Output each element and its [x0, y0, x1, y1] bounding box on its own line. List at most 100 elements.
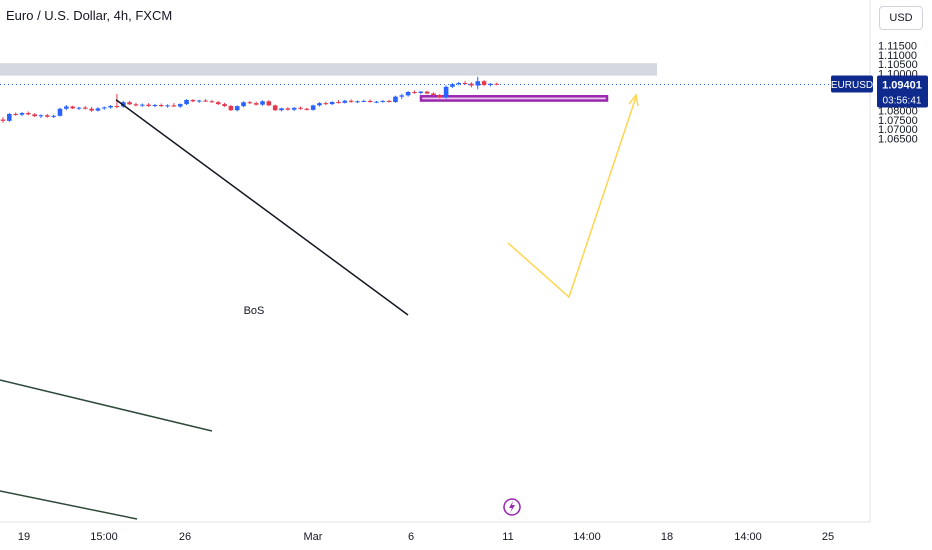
x-tick-label: 15:00 [90, 531, 118, 543]
candle-body [209, 101, 215, 103]
x-tick-label: 14:00 [573, 531, 601, 543]
y-tick-label: 1.10500 [878, 59, 918, 71]
candle-body [431, 93, 436, 95]
symbol-tag-label: EURUSD [831, 80, 873, 91]
candle-body [481, 81, 487, 85]
x-tick-label: 25 [822, 531, 834, 543]
candle-body [336, 102, 341, 104]
candle-body [114, 105, 120, 107]
candle-body [165, 105, 170, 107]
candle-body [133, 104, 139, 106]
candle-body [399, 95, 405, 97]
candle-body [228, 105, 234, 111]
candle-body [51, 115, 56, 117]
candle-body [184, 99, 189, 105]
candle-body [348, 100, 354, 102]
candle-body [367, 100, 373, 103]
candle-body [443, 86, 449, 98]
candle-body [450, 84, 455, 87]
trendline-upper[interactable] [0, 379, 213, 432]
candle-body [374, 101, 379, 103]
x-tick-label: 18 [661, 531, 673, 543]
candle-body [7, 113, 12, 121]
candle-body [82, 107, 88, 109]
candle-body [38, 115, 44, 117]
candle-body [310, 105, 316, 110]
candle-body [45, 115, 50, 117]
candle-body [260, 101, 265, 105]
candle-body [215, 102, 221, 105]
candle-body [323, 103, 329, 105]
candle-body [386, 100, 392, 103]
candle-body [127, 102, 132, 105]
candle-body [380, 100, 386, 102]
candle-body [412, 92, 417, 93]
candle-body [424, 91, 430, 94]
candle-body [196, 100, 202, 102]
x-tick-label: 6 [408, 531, 414, 543]
candle-body [494, 83, 500, 85]
candle-body [64, 106, 69, 109]
y-tick-label: 1.07000 [878, 124, 918, 136]
projection-arrowhead [628, 93, 639, 107]
candle-body [462, 83, 468, 85]
candle-body [285, 108, 291, 110]
candle-body [13, 113, 18, 115]
candle-body [101, 107, 107, 109]
x-tick-label: 11 [502, 531, 513, 543]
candle-body [469, 83, 474, 86]
candle-body [26, 113, 31, 115]
candle-body [158, 105, 164, 107]
last-price-tag [877, 75, 928, 108]
x-tick-label: Mar [304, 531, 323, 543]
candle-body [190, 99, 196, 102]
candle-body [108, 105, 113, 108]
candle-body [89, 108, 94, 111]
candle-body [355, 101, 360, 103]
candle-body [146, 104, 151, 106]
y-tick-label: 1.07500 [878, 115, 918, 127]
candle-body [152, 105, 158, 107]
candle-body [291, 107, 297, 110]
last-price-label: 1.09401 [882, 80, 922, 92]
candle-body [393, 96, 398, 103]
demand-zone[interactable] [419, 95, 609, 102]
x-tick-label: 19 [18, 531, 30, 543]
x-tick-label: 14:00 [734, 531, 762, 543]
trendline-lower[interactable] [0, 490, 138, 520]
candle-body [475, 81, 481, 86]
candle-body [19, 113, 25, 115]
lightning-bolt-icon [509, 501, 515, 513]
candle-body [253, 103, 259, 105]
candle-body [279, 108, 284, 111]
candle-body [405, 92, 411, 96]
candle-body [247, 102, 253, 104]
candle-body [32, 114, 37, 117]
candle-body [272, 105, 278, 111]
candle-body [241, 102, 246, 107]
bos-line[interactable] [115, 99, 409, 316]
candle-body [171, 105, 177, 107]
candle-body [70, 106, 75, 109]
candle-body [488, 83, 493, 85]
projection-path[interactable] [507, 96, 637, 299]
candle-body [456, 83, 462, 85]
lightning-icon[interactable] [503, 498, 521, 516]
candle-body [266, 101, 272, 106]
y-tick-label: 1.08000 [878, 106, 918, 118]
candle-body [317, 103, 322, 106]
candle-body [329, 102, 335, 105]
candle-body [57, 108, 63, 116]
x-tick-label: 26 [179, 531, 191, 543]
candle-body [177, 104, 183, 107]
currency-button[interactable]: USD [879, 6, 923, 30]
candle-body [139, 104, 145, 106]
bos-label: BoS [244, 305, 265, 317]
candle-body [234, 106, 240, 111]
countdown-label: 03:56:41 [883, 96, 922, 107]
candle-body [418, 91, 424, 93]
symbol-tag [831, 75, 873, 93]
supply-zone[interactable] [0, 63, 657, 76]
candle-body [76, 107, 82, 109]
